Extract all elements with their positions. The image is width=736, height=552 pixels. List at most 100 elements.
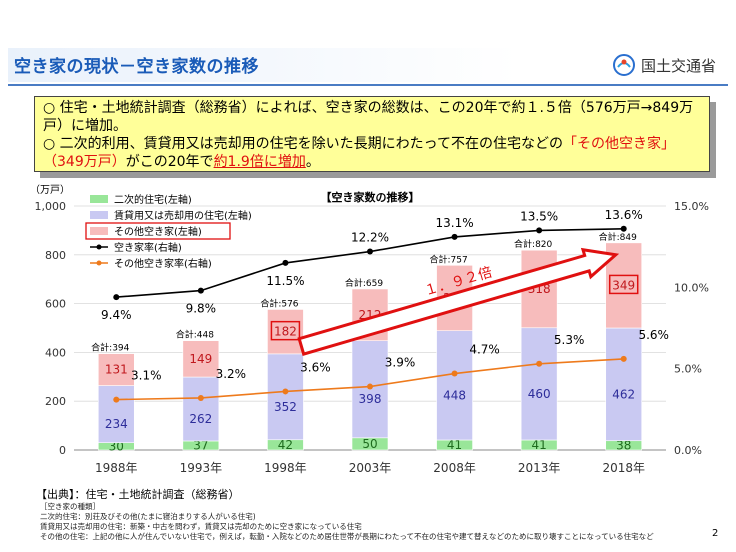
line-data-label: 5.3% bbox=[554, 333, 585, 347]
bar-data-label: 37 bbox=[193, 438, 208, 452]
y-axis-unit: （万戸） bbox=[30, 184, 70, 196]
legend-highlight bbox=[85, 222, 231, 240]
chart-title: 【空き家数の推移】 bbox=[321, 190, 420, 204]
bar-segment bbox=[436, 330, 473, 441]
y2-tick-label: 0.0% bbox=[674, 444, 702, 457]
bar-total-label: 合計:659 bbox=[345, 277, 383, 289]
bar-data-label: 349 bbox=[612, 278, 635, 292]
summary-highlight-other-vacant: 「その他空き家」（349万戸） bbox=[43, 136, 675, 170]
series-point bbox=[620, 225, 627, 232]
summary-text-1: 住宅・土地統計調査（総務省）によれば、空き家の総数は、この20年で約１.５倍（5… bbox=[43, 100, 694, 134]
bar-data-label: 262 bbox=[189, 412, 212, 426]
ministry-logo: 国土交通省 bbox=[612, 52, 716, 78]
legend-marker bbox=[96, 244, 102, 250]
x-tick-label: 1998年 bbox=[264, 461, 307, 475]
y2-tick-label: 10.0% bbox=[674, 281, 709, 294]
bar-total-label: 合計:448 bbox=[176, 329, 214, 341]
bar-segment bbox=[267, 353, 304, 441]
y-tick-label: 0 bbox=[59, 444, 66, 457]
bar-data-label: 460 bbox=[528, 387, 551, 401]
mlit-logo-icon bbox=[613, 54, 635, 76]
y-tick-label: 400 bbox=[45, 346, 66, 359]
bar-data-label: 448 bbox=[443, 388, 466, 402]
bar-segment bbox=[182, 340, 220, 378]
bar-segment bbox=[97, 353, 135, 386]
series-point bbox=[536, 227, 543, 234]
legend-label: その他空き家率(右軸) bbox=[114, 257, 212, 270]
note-line: 二次的住宅：別荘及びその他(たまに寝泊まりする人がいる住宅) bbox=[40, 512, 256, 521]
bar-total-label: 合計:820 bbox=[514, 238, 552, 250]
page-number: 2 bbox=[712, 528, 719, 539]
legend-label: 二次的住宅(左軸) bbox=[114, 193, 192, 206]
x-tick-label: 2013年 bbox=[518, 461, 561, 475]
series-point bbox=[282, 388, 289, 395]
bar-data-label: 41 bbox=[447, 438, 462, 452]
series-point bbox=[367, 248, 373, 255]
x-tick-label: 1993年 bbox=[180, 461, 223, 475]
highlight-box bbox=[608, 274, 639, 295]
line-data-label: 4.7% bbox=[469, 343, 500, 357]
series-point bbox=[197, 394, 204, 401]
bar-data-label: 41 bbox=[532, 438, 547, 452]
header: 空き家の現状－空き家数の推移 国土交通省 bbox=[0, 40, 736, 90]
bar-total-label: 合計:394 bbox=[91, 342, 129, 354]
bar-data-label: 462 bbox=[612, 387, 635, 401]
vacant-house-chart: 0 200 400 600 800 1,000 0.0% 5.0% 10.0% 15.0% （万戸）… bbox=[30, 184, 709, 475]
note-line: その他の住宅：上記の他に人が住んでいない住宅で，例えば，転勤・入院などのため居住… bbox=[40, 532, 654, 541]
source-citation: 【出典】：住宅・土地統計調査（総務省） bbox=[36, 488, 240, 501]
bullet-marker: ○ bbox=[43, 136, 56, 152]
summary-highlight-increase: 約1.9倍に増加 bbox=[213, 154, 306, 170]
y2-tick-label: 5.0% bbox=[674, 363, 702, 376]
y-tick-label: 200 bbox=[45, 395, 66, 408]
y2-tick-label: 15.0% bbox=[674, 200, 709, 213]
bar-segment bbox=[605, 327, 643, 442]
bar-data-label: 50 bbox=[362, 437, 377, 451]
summary-text-2b: がこの20年で bbox=[125, 154, 214, 170]
bar-data-label: 352 bbox=[274, 400, 297, 414]
legend-label: 空き家率(右軸) bbox=[114, 241, 182, 254]
line-data-label: 9.8% bbox=[186, 302, 217, 316]
line-data-label: 13.6% bbox=[605, 208, 643, 222]
title-bar bbox=[8, 48, 608, 82]
bar-data-label: 398 bbox=[359, 392, 382, 406]
series-point bbox=[536, 360, 543, 367]
note-line: ［空き家の種類］ bbox=[40, 502, 100, 511]
line-data-label: 12.2% bbox=[351, 231, 389, 245]
line-data-label: 3.2% bbox=[216, 367, 247, 381]
line-data-label: 3.9% bbox=[385, 356, 416, 370]
bar-segment bbox=[267, 309, 304, 355]
y-tick-label: 800 bbox=[45, 249, 66, 262]
series-point bbox=[113, 294, 120, 301]
series-point bbox=[282, 259, 289, 266]
header-divider bbox=[8, 84, 728, 86]
x-tick-label: 2003年 bbox=[349, 461, 392, 475]
bar-total-label: 合計:576 bbox=[260, 297, 298, 309]
bar-segment bbox=[182, 376, 220, 442]
bar-data-label: 182 bbox=[274, 325, 297, 339]
legend-swatch bbox=[90, 195, 108, 203]
notes-block: ［空き家の種類］ 二次的住宅：別荘及びその他(たまに寝泊まりする人がいる住宅) … bbox=[40, 502, 654, 542]
series-point bbox=[451, 233, 458, 240]
bar-data-label: 42 bbox=[278, 438, 293, 452]
summary-text-2c: 。 bbox=[305, 154, 320, 170]
legend-label: その他空き家(左軸) bbox=[114, 225, 202, 238]
highlight-box bbox=[270, 320, 301, 341]
x-tick-label: 1988年 bbox=[95, 461, 138, 475]
note-line: 賃貸用又は売却用の住宅：新築・中古を問わず，賃貸又は売却のために空き家になってい… bbox=[40, 522, 362, 531]
growth-arrow-shape bbox=[297, 247, 620, 356]
line-data-label: 3.6% bbox=[300, 360, 331, 374]
line-data-label: 3.1% bbox=[131, 369, 162, 383]
bar-segment bbox=[520, 327, 558, 441]
y-tick-label: 600 bbox=[45, 298, 66, 311]
line-data-label: 13.1% bbox=[436, 216, 474, 230]
summary-box: ○ 住宅・土地統計調査（総務省）によれば、空き家の総数は、この20年で約１.５倍… bbox=[34, 96, 710, 172]
line-data-label: 13.5% bbox=[520, 209, 558, 223]
line-data-label: 5.6% bbox=[638, 328, 669, 342]
bar-data-label: 149 bbox=[189, 352, 212, 366]
series-point bbox=[367, 383, 373, 390]
page-title: 空き家の現状－空き家数の推移 bbox=[14, 57, 259, 77]
bar-segment bbox=[97, 385, 135, 443]
series-point bbox=[197, 287, 204, 294]
summary-line-1: ○ 住宅・土地統計調査（総務省）によれば、空き家の総数は、この20年で約１.５倍… bbox=[43, 99, 701, 135]
